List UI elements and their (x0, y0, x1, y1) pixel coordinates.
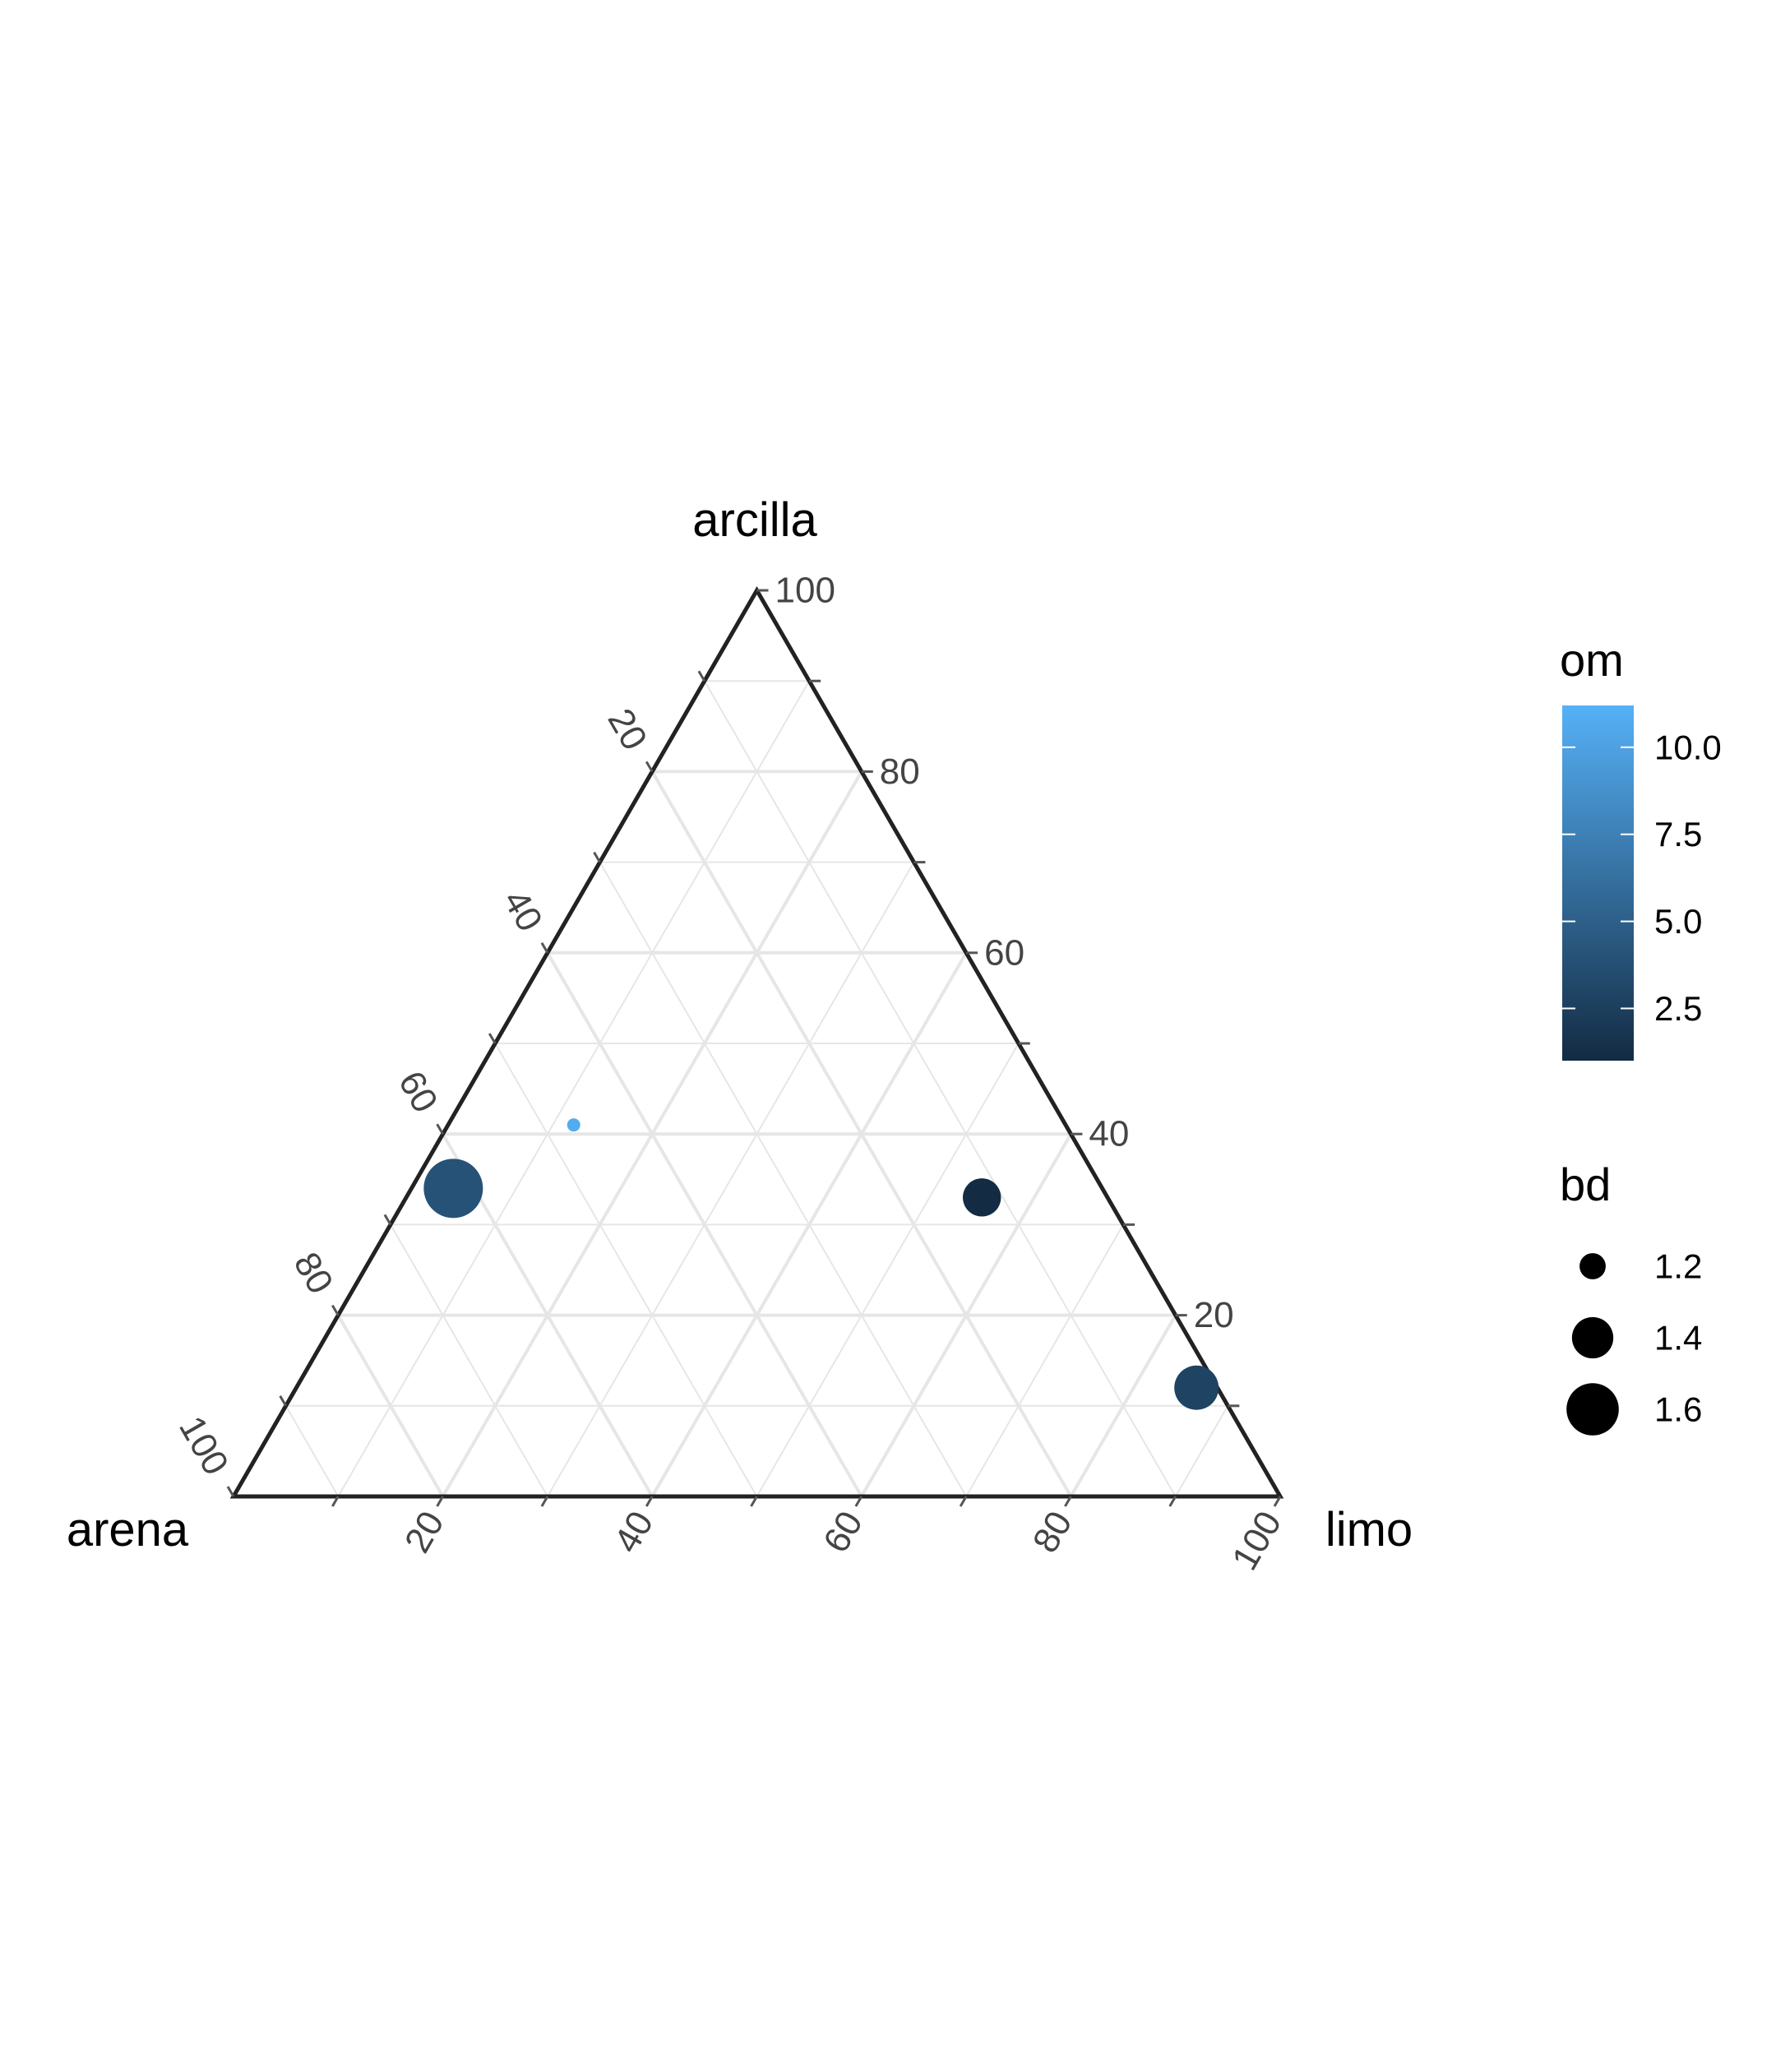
grid-line (965, 1223, 1124, 1497)
tick-label-arcilla: 80 (880, 752, 920, 792)
data-point (567, 1118, 580, 1132)
data-point (1174, 1365, 1219, 1410)
tick-mark (645, 1496, 654, 1507)
colorbar-ticks: 10.0 7.5 5.0 2.5 (1562, 728, 1722, 1028)
grid-line (1174, 1405, 1229, 1497)
colorbar-label: 2.5 (1654, 989, 1702, 1028)
colorbar-label: 5.0 (1654, 902, 1702, 941)
tick-label-limo: 80 (1025, 1505, 1080, 1560)
tick-mark (488, 1033, 497, 1044)
tick-label-arcilla: 20 (1194, 1295, 1234, 1335)
grid-layer (284, 680, 1229, 1498)
tick-mark (436, 1123, 444, 1135)
tick-label-limo: 20 (397, 1505, 452, 1560)
tick-label-arena: 100 (171, 1409, 236, 1482)
grid-line (756, 1043, 1020, 1497)
size-label: 1.4 (1654, 1319, 1702, 1357)
grid-line (337, 680, 811, 1497)
tick-label-limo: 40 (607, 1505, 662, 1560)
size-label: 1.2 (1654, 1247, 1702, 1286)
tick-mark (1273, 1496, 1282, 1507)
data-point (423, 1159, 483, 1219)
tick-mark (1168, 1496, 1177, 1507)
tick-mark (540, 942, 549, 954)
grid-line (494, 1043, 758, 1497)
grid-line (547, 862, 915, 1497)
size-key (1566, 1383, 1619, 1436)
tick-mark (226, 1486, 235, 1497)
axis-title-right: limo (1325, 1503, 1413, 1556)
tick-mark (854, 1496, 863, 1507)
grid-line (860, 1133, 1073, 1498)
legend-title-om: om (1560, 634, 1624, 686)
legend: om 10.0 7.5 5.0 2.5 bd 1.2 1.4 1.6 (1560, 634, 1722, 1436)
tick-label-limo: 100 (1224, 1505, 1289, 1577)
grid-line (390, 1223, 548, 1497)
tick-label-arena: 80 (286, 1246, 341, 1301)
tick-mark (593, 851, 601, 863)
tick-mark (697, 670, 706, 682)
grid-line (1069, 1314, 1177, 1498)
tick-mark (331, 1496, 340, 1507)
tick-mark (645, 761, 654, 773)
tick-label-limo: 60 (816, 1505, 871, 1560)
colorbar-label: 7.5 (1654, 815, 1702, 853)
grid-line (336, 1314, 445, 1498)
grid-line (284, 1405, 340, 1497)
grid-line (703, 680, 1177, 1497)
tick-mark (383, 1214, 392, 1226)
tick-label-arcilla: 40 (1089, 1114, 1129, 1154)
tick-mark (331, 1304, 340, 1316)
tick-mark (1064, 1496, 1072, 1507)
axis-title-top: arcilla (692, 493, 817, 547)
legend-title-bd: bd (1560, 1159, 1611, 1210)
grid-line (599, 862, 967, 1497)
tick-mark (750, 1496, 758, 1507)
tick-mark (959, 1496, 968, 1507)
data-point (963, 1178, 1001, 1217)
tick-layer: 20 20 20 40 40 40 60 60 60 80 80 80 100 100 100 (171, 571, 1289, 1577)
tick-label-arcilla: 60 (984, 932, 1024, 973)
axis-title-left: arena (67, 1503, 189, 1556)
colorbar (1562, 705, 1634, 1061)
size-key (1579, 1253, 1606, 1279)
tick-mark (436, 1496, 444, 1507)
tick-label-arcilla: 100 (775, 571, 835, 611)
tick-mark (540, 1496, 549, 1507)
size-label: 1.6 (1654, 1390, 1702, 1429)
tick-label-arena: 40 (495, 883, 550, 938)
tick-label-arena: 60 (391, 1065, 446, 1120)
tick-mark (279, 1395, 287, 1407)
colorbar-label: 10.0 (1654, 728, 1722, 766)
point-layer (423, 1118, 1219, 1410)
size-key (1571, 1316, 1614, 1359)
size-legend: 1.2 1.4 1.6 (1566, 1247, 1702, 1436)
tick-label-arena: 20 (600, 702, 655, 757)
